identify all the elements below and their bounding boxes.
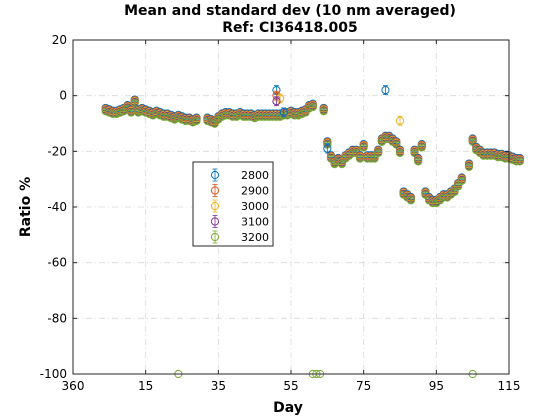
data-point (414, 157, 423, 166)
y-tick-label: 0 (59, 89, 67, 103)
data-point (359, 143, 368, 152)
data-point (374, 148, 383, 158)
x-tick-label: 15 (138, 379, 153, 393)
data-point (370, 154, 379, 163)
x-tick-label: 115 (498, 379, 521, 393)
legend-label: 3000 (241, 200, 269, 213)
data-point (417, 143, 426, 152)
x-tick-label: 360 (62, 379, 85, 393)
x-tick-label: 95 (429, 379, 444, 393)
axis-ticks (72, 39, 510, 375)
legend-marker (210, 232, 220, 242)
data-points (101, 85, 525, 379)
y-tick-label: -100 (40, 367, 67, 381)
x-tick-label: 75 (356, 379, 371, 393)
legend-label: 3200 (241, 231, 269, 244)
data-point (395, 148, 405, 158)
x-tick-label: 55 (283, 379, 298, 393)
y-tick-labels: 20 0 -20 -40 -60 -80 -100 (40, 33, 67, 381)
data-point (454, 182, 463, 191)
x-tick-labels: 360 15 35 55 75 95 115 (62, 379, 521, 393)
data-point (323, 144, 332, 153)
legend-box (192, 161, 274, 247)
y-axis-label: Ratio % (18, 177, 34, 237)
data-point (450, 187, 459, 197)
legend-marker (210, 186, 220, 195)
legend-label: 3100 (241, 216, 269, 229)
legend-label: 2900 (241, 185, 269, 198)
legend: 2800 2900 3000 3100 3200 (192, 161, 274, 247)
x-axis-label: Day (273, 400, 303, 416)
y-tick-label: -80 (47, 311, 67, 325)
data-point (395, 116, 405, 125)
legend-marker (210, 201, 220, 211)
legend-marker (210, 217, 220, 226)
y-tick-label: -60 (47, 256, 67, 270)
data-point (457, 176, 466, 185)
data-point (279, 108, 288, 117)
y-tick-label: -20 (47, 144, 67, 158)
chart-title: Mean and standard dev (10 nm averaged) (124, 3, 456, 19)
data-point (192, 116, 201, 126)
y-tick-label: -40 (47, 200, 67, 214)
x-tick-label: 35 (211, 379, 226, 393)
data-point (130, 98, 139, 108)
data-point (272, 97, 281, 106)
data-point (308, 102, 317, 112)
y-tick-label: 20 (52, 33, 67, 47)
chart-subtitle: Ref: CI36418.005 (222, 20, 358, 36)
data-point (406, 196, 415, 205)
data-point (319, 107, 328, 116)
data-point (464, 162, 474, 172)
grid-lines (73, 40, 509, 374)
data-point (337, 160, 346, 169)
data-point (515, 157, 525, 166)
data-point (381, 86, 390, 95)
legend-label: 2800 (241, 169, 269, 182)
legend-marker (210, 170, 220, 180)
